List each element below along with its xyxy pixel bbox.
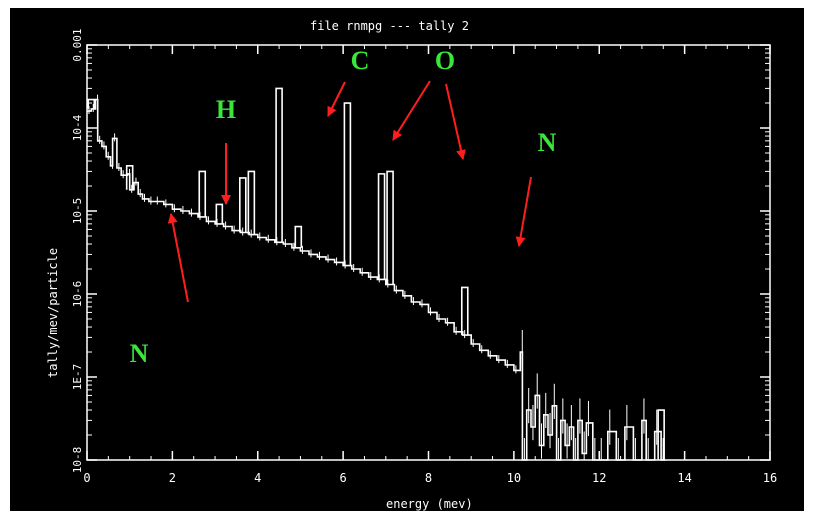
peak-1 [125,165,134,190]
x-tick-label-4: 8 [425,471,432,485]
element-label-n: N [538,128,557,157]
y-tick-label-5: 0.001 [71,28,84,61]
spectrum-series [87,87,666,461]
element-label-n: N [130,339,149,368]
spectrum-baseline [87,98,666,461]
arrow-n-right [515,176,532,247]
peak-3 [215,203,224,224]
x-tick-label-3: 6 [340,471,347,485]
x-tick-label-8: 16 [763,471,777,485]
peak-4 [239,177,247,233]
chart-title: file rnmpg --- tally 2 [310,19,469,33]
plot-screen: file rnmpg --- tally 2 0 2 4 6 8 10 12 14 16 10-8… [10,8,804,511]
element-annotations: C O H N N [130,46,557,368]
peak-12 [657,409,665,460]
peak-8 [343,102,352,266]
arrow-o-right [445,83,466,160]
y-axis-label: tally/mev/particle [46,248,60,378]
x-tick-label-2: 4 [254,471,261,485]
y-tick-label-4: 10-4 [71,114,84,141]
peak-2 [198,170,207,217]
peak-5 [247,170,256,235]
x-tick-label-6: 12 [592,471,606,485]
peak-0 [87,98,96,109]
x-tick-label-5: 10 [507,471,521,485]
y-tick-label-2: 10-6 [71,281,84,308]
peak-9 [377,173,386,280]
y-tick-label-3: 10-5 [71,198,84,225]
arrow-n-left [167,213,189,303]
error-bars [88,94,664,460]
peak-7 [294,225,303,248]
x-tick-label-7: 14 [677,471,691,485]
y-tick-label-1: 1E-7 [71,364,84,391]
element-label-c: C [351,46,370,75]
peak-6 [275,87,283,243]
element-label-h: H [216,95,236,124]
y-tick-label-0: 10-8 [71,447,84,474]
arrow-o-left [392,80,431,141]
peak-10 [386,170,394,285]
plot-axes: 0 2 4 6 8 10 12 14 16 10-8 1E-7 10-6 10-5 10-4 0.001 [71,28,777,485]
tally-spectrum-chart: file rnmpg --- tally 2 0 2 4 6 8 10 12 14 16 10-8… [46,19,777,511]
element-label-o: O [435,46,455,75]
x-tick-label-1: 2 [169,471,176,485]
plot-frame [86,44,771,461]
arrow-c [327,81,346,117]
peak-11 [460,286,469,336]
x-axis-label: energy (mev) [386,497,473,511]
x-tick-label-0: 0 [83,471,90,485]
